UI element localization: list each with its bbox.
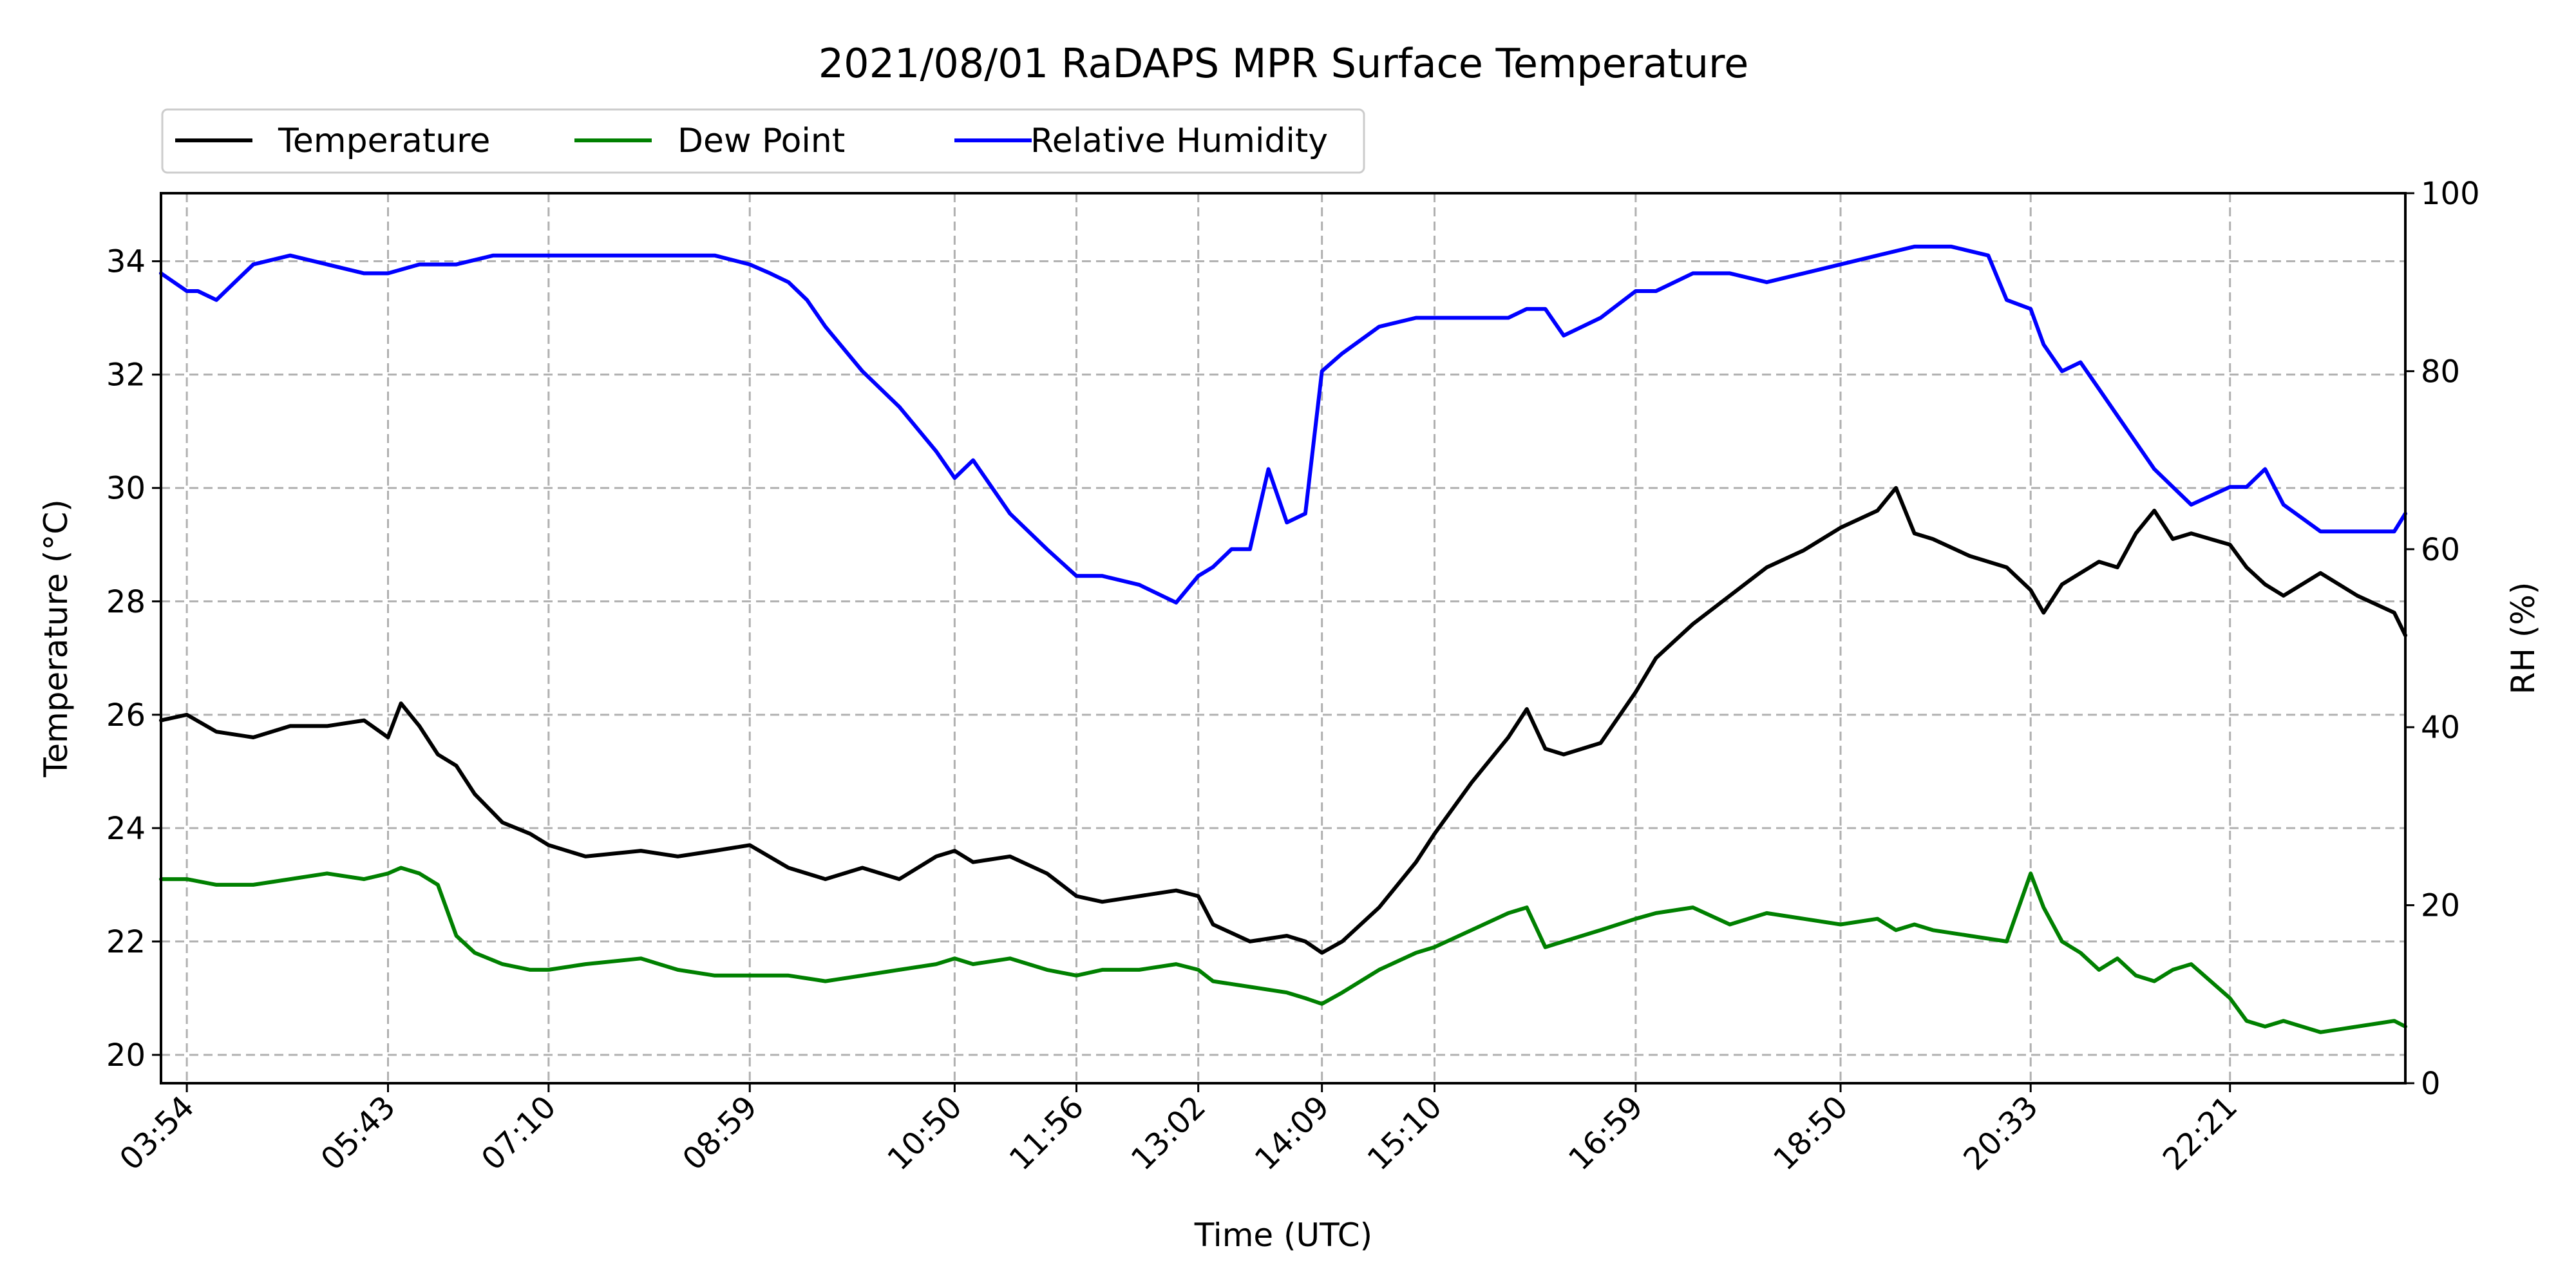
plot-frame (160, 192, 2407, 1084)
legend-label-relative-humidity: Relative Humidity (1030, 122, 1328, 160)
y2-tick-label: 80 (2421, 354, 2460, 390)
y-tick-label: 22 (106, 924, 146, 960)
y-tick-label: 26 (106, 697, 146, 734)
y-tick-label: 32 (106, 357, 146, 393)
y-tick-label: 24 (106, 811, 146, 847)
legend: Temperature Dew Point Relative Humidity (161, 108, 1365, 174)
y2-tick-label: 0 (2421, 1066, 2441, 1102)
x-axis-title: Time (UTC) (1194, 1217, 1372, 1254)
grid (161, 193, 2405, 1083)
y2-tick-label: 100 (2421, 176, 2480, 212)
y-tick-label: 34 (106, 244, 146, 280)
y-tick-label: 20 (106, 1037, 146, 1074)
y-tick-label: 28 (106, 584, 146, 620)
legend-label-dew-point: Dew Point (677, 122, 845, 160)
legend-label-temperature: Temperature (278, 122, 490, 160)
y2-tick-label: 40 (2421, 710, 2460, 746)
chart-title: 2021/08/01 RaDAPS MPR Surface Temperatur… (819, 40, 1749, 87)
y-axis-title: Temperature (°C) (37, 499, 75, 778)
y2-tick-label: 60 (2421, 532, 2460, 568)
series-line-temperature (159, 486, 2407, 955)
y2-tick-label: 20 (2421, 888, 2460, 924)
series-line-relative-humidity (159, 244, 2407, 605)
series-group (159, 244, 2407, 1034)
y2-axis-title: RH (%) (2505, 582, 2542, 695)
y-tick-label: 30 (106, 471, 146, 507)
series-line-dew-point (159, 866, 2407, 1034)
legend-frame (161, 108, 1365, 174)
